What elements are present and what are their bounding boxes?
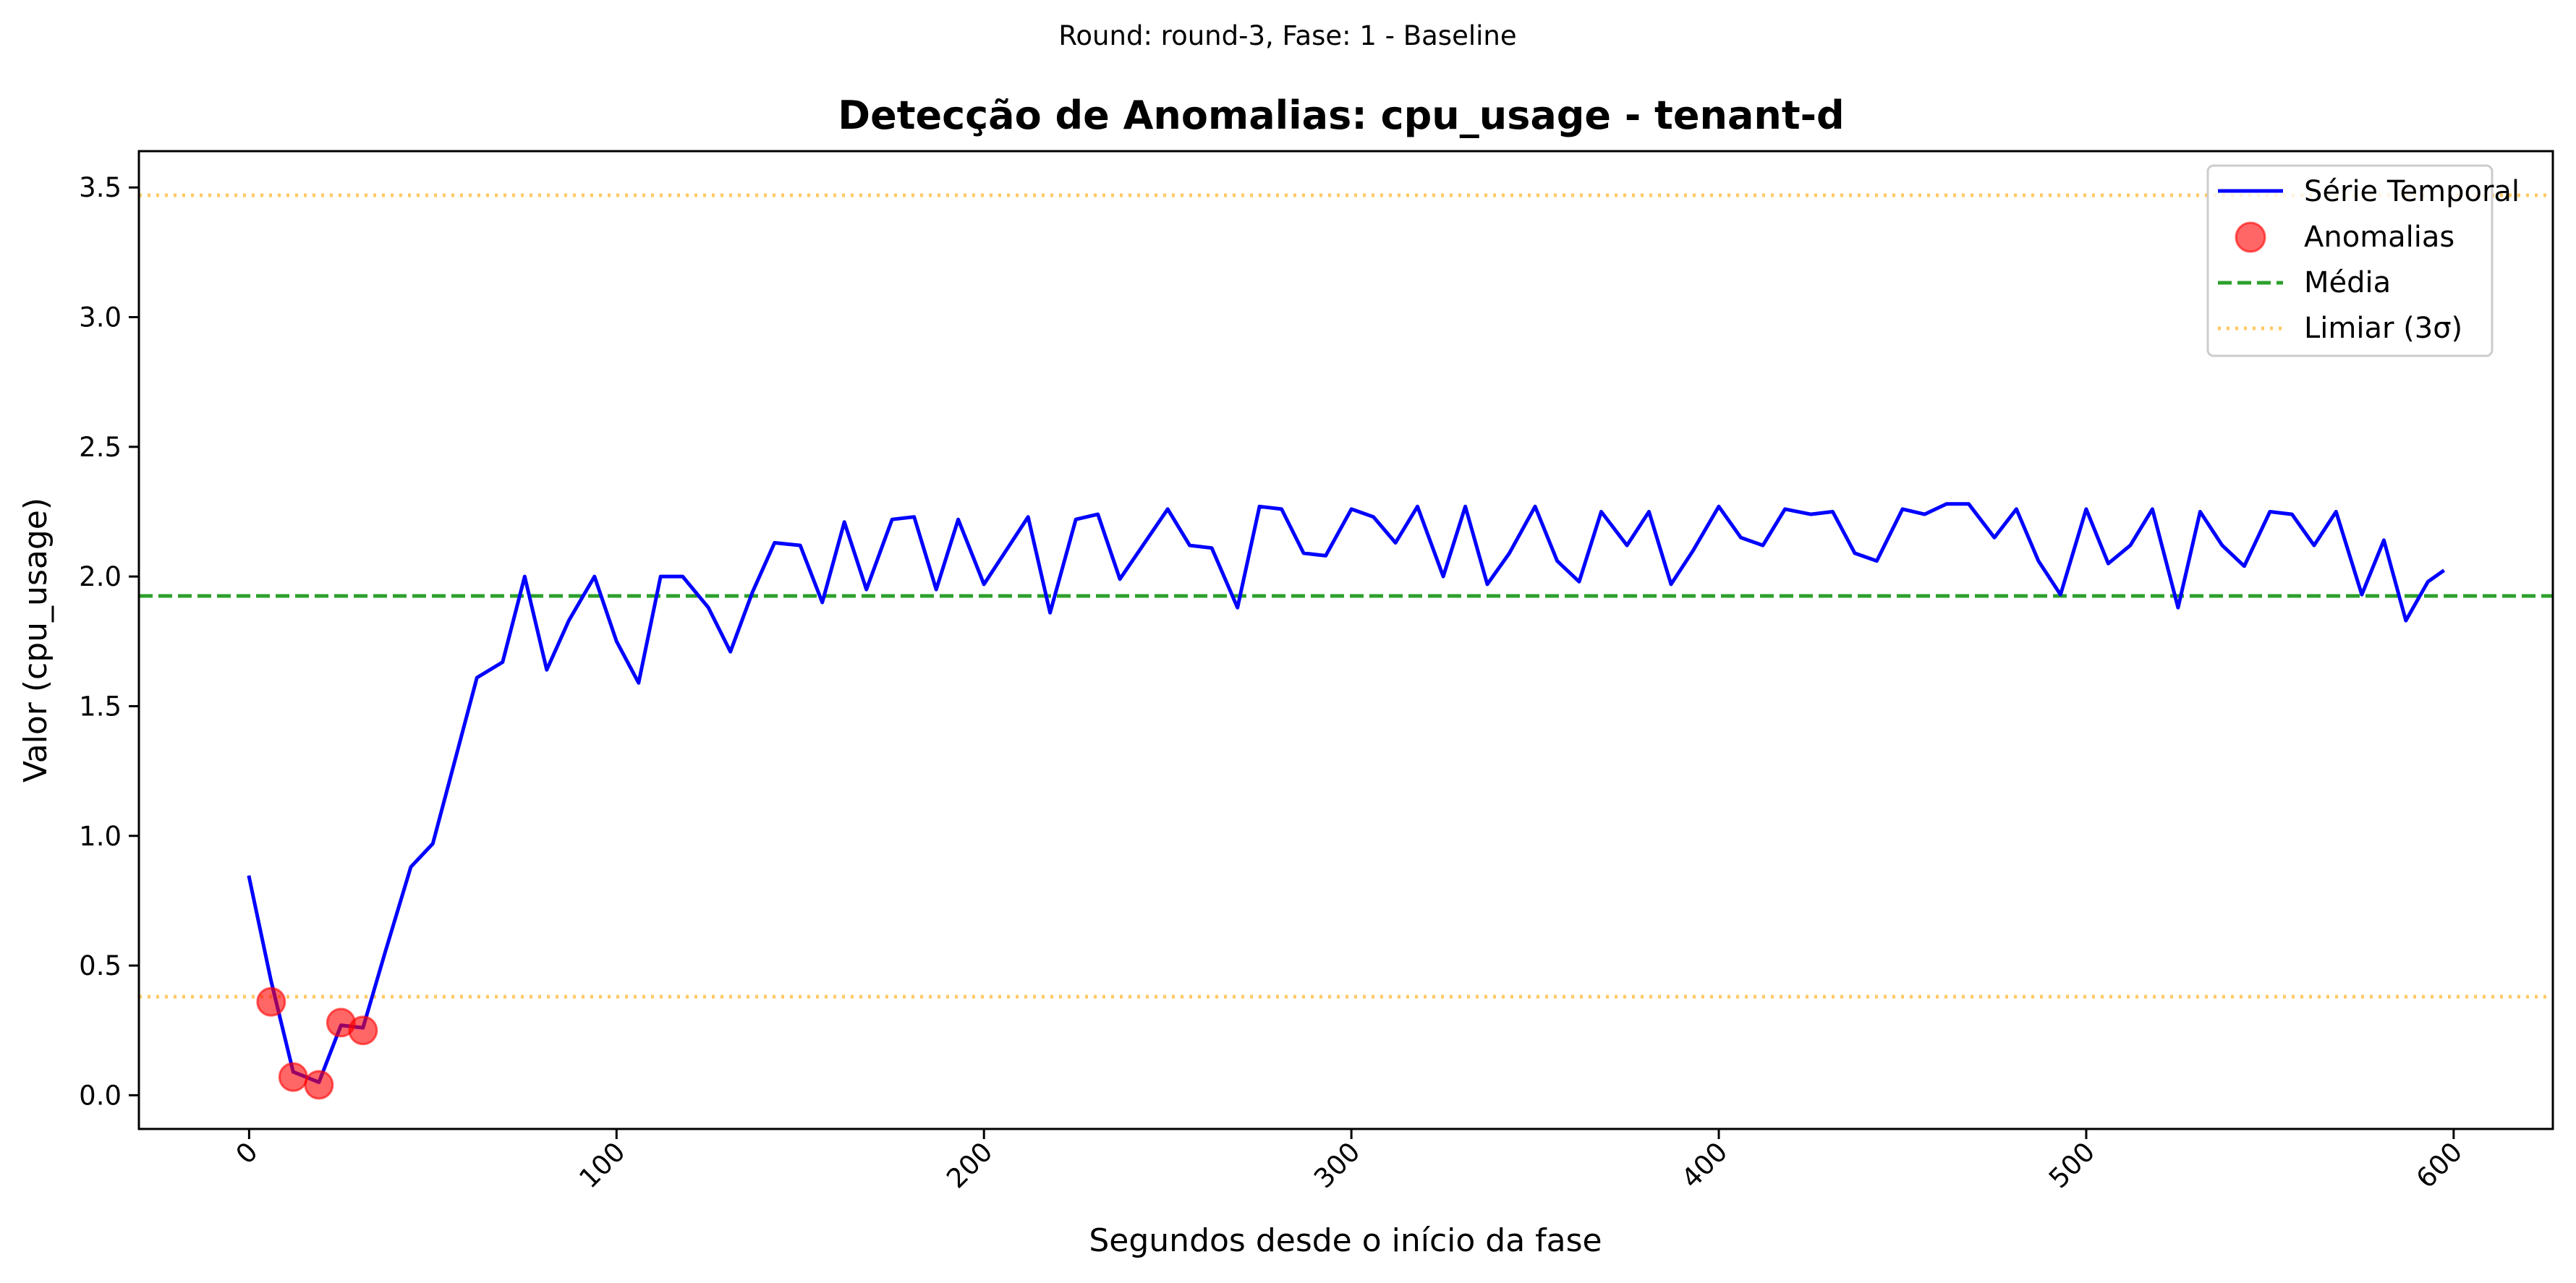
y-tick-label: 0.0 <box>79 1080 122 1111</box>
y-tick-label: 1.5 <box>79 691 122 722</box>
plot-frame <box>137 150 2554 1130</box>
y-axis-label: Valor (cpu_usage) <box>17 498 54 783</box>
y-tick-label: 3.5 <box>79 172 122 203</box>
y-tick-label: 2.5 <box>79 432 122 463</box>
x-axis-label: Segundos desde o início da fase <box>1089 1222 1602 1259</box>
x-axis-ticks: 0 100 200 300 400 500 600 <box>230 1129 2468 1194</box>
x-tick-label: 500 <box>2043 1136 2101 1194</box>
y-tick-label: 1.0 <box>79 821 122 852</box>
legend-anomaly-swatch <box>2235 221 2266 253</box>
anomaly-point <box>304 1070 334 1100</box>
x-tick-label: 600 <box>2410 1136 2468 1194</box>
x-tick-label: 300 <box>1308 1136 1366 1194</box>
x-tick-label: 100 <box>573 1136 631 1194</box>
x-tick-label: 400 <box>1675 1136 1733 1194</box>
x-tick-label: 0 <box>230 1136 264 1170</box>
legend: Série Temporal Anomalias Média Limiar (3… <box>2206 164 2520 357</box>
anomaly-point <box>348 1015 378 1046</box>
legend-series-label: Série Temporal <box>2304 175 2520 208</box>
y-tick-label: 2.0 <box>79 561 122 592</box>
chart-suptitle: Round: round-3, Fase: 1 - Baseline <box>1058 20 1516 51</box>
y-tick-label: 0.5 <box>79 950 122 981</box>
series-line <box>247 502 2446 1084</box>
chart-title: Detecção de Anomalias: cpu_usage - tenan… <box>838 93 1844 138</box>
plot-area <box>139 193 2553 1100</box>
x-tick-label: 200 <box>940 1136 998 1194</box>
legend-frame <box>2206 164 2494 357</box>
anomaly-point <box>256 986 286 1017</box>
axes <box>137 150 2554 1130</box>
legend-threshold-label: Limiar (3σ) <box>2304 312 2462 345</box>
anomaly-point <box>278 1062 308 1092</box>
legend-mean-label: Média <box>2304 266 2391 299</box>
y-tick-label: 3.0 <box>79 302 122 333</box>
y-axis-ticks: 0.0 0.5 1.0 1.5 2.0 2.5 3.0 3.5 <box>79 172 139 1111</box>
legend-anomaly-label: Anomalias <box>2304 221 2454 254</box>
